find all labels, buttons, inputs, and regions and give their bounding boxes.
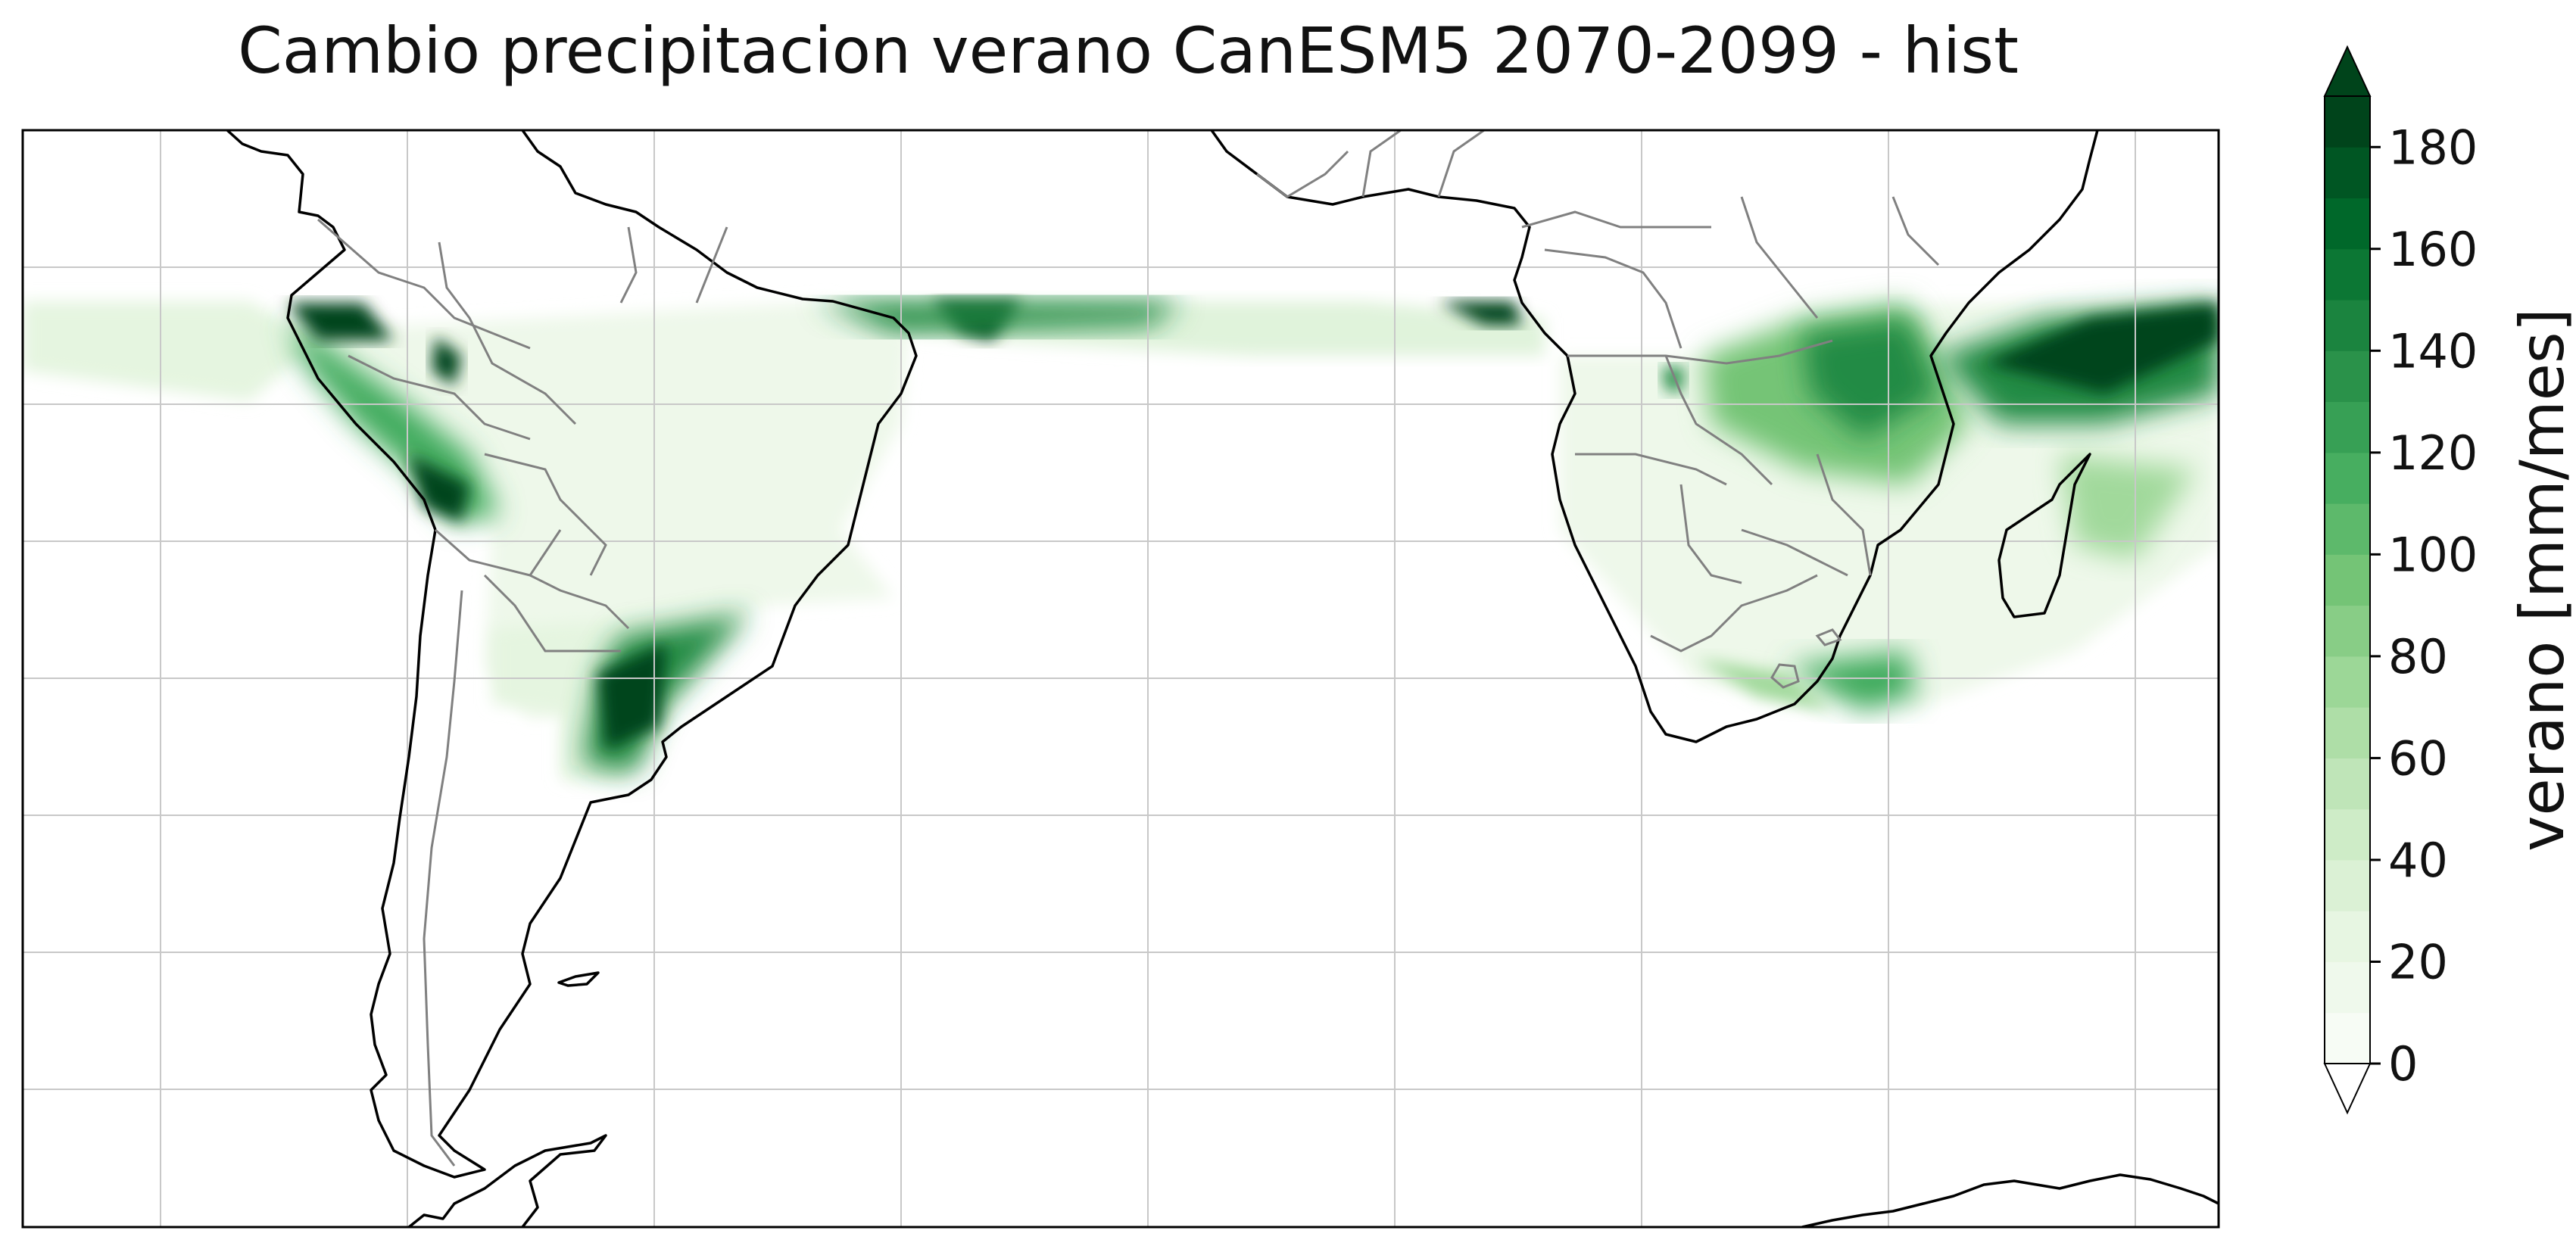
colorbar-band (2325, 300, 2370, 351)
colorbar-band (2325, 656, 2370, 708)
field-east-africa-core (1802, 318, 1938, 439)
colorbar-band (2325, 859, 2370, 911)
colorbar-band (2325, 554, 2370, 606)
map-gridlines (23, 130, 2219, 1227)
field-south-america-north (273, 301, 909, 719)
field-gulf-guinea (1439, 301, 1522, 326)
colorbar-label: verano [mm/mes] (2507, 308, 2576, 852)
coastline-madagascar (1997, 453, 2091, 618)
field-andes (288, 318, 500, 522)
colorbar-band (2325, 198, 2370, 250)
colorbar-band (2325, 961, 2370, 1014)
map-frame (21, 129, 2220, 1229)
colorbar-extend-max (2323, 45, 2372, 97)
colorbar-band (2325, 96, 2370, 148)
map-title: Cambio precipitacion verano CanESM5 2070… (238, 14, 2019, 88)
colorbar-tick-label: 180 (2388, 120, 2478, 175)
field-pacific-strip (23, 301, 318, 401)
field-south-africa-coast (1696, 659, 1832, 712)
colorbar-extend-min (2323, 1063, 2372, 1115)
colorbar-band (2325, 452, 2370, 504)
field-indian-ocean-max (1984, 303, 2219, 394)
colorbar-band (2325, 707, 2370, 759)
colorbar-outline (2324, 95, 2371, 1064)
colorbar-tick-label: 0 (2388, 1036, 2418, 1092)
field-colombia (288, 303, 394, 341)
colorbar-tick-label: 160 (2388, 222, 2478, 277)
colorbar-band (2325, 401, 2370, 453)
colorbar-band (2325, 808, 2370, 861)
field-amazon-west (432, 337, 462, 386)
coastlines (226, 130, 2219, 1227)
field-south-africa-east (1787, 651, 1916, 712)
colorbar-tick-label: 140 (2388, 323, 2478, 378)
coastline-africa (1210, 130, 2099, 743)
coastline-falklands (557, 971, 600, 987)
coastline-south-america (226, 130, 918, 1179)
colorbar-tick-label: 100 (2388, 527, 2478, 582)
colorbar-band (2325, 758, 2370, 810)
country-borders (317, 130, 1940, 1167)
field-la-plata-max (598, 643, 666, 749)
colorbar-tick-label: 20 (2388, 934, 2448, 989)
colorbar-band (2325, 248, 2370, 301)
colorbar-band (2325, 605, 2370, 657)
colorbar-band (2325, 147, 2370, 199)
colorbar-bands (2325, 96, 2370, 1064)
colorbar-ticks: 0 20 40 60 80 100 120 140 160 180 (2370, 120, 2478, 1092)
field-andes-core (409, 454, 469, 522)
colorbar-tick-label: 40 (2388, 833, 2448, 888)
colorbar-tick-label: 120 (2388, 425, 2478, 481)
colorbar-tick-label: 80 (2388, 629, 2448, 684)
field-guyana (818, 301, 1181, 333)
colorbar-band (2325, 350, 2370, 403)
colorbar-band (2325, 1012, 2370, 1064)
coastline-antarctica-east (1801, 1173, 2219, 1227)
colorbar-band (2325, 911, 2370, 962)
colorbar-tick-label: 60 (2388, 730, 2448, 786)
colorbar-band (2325, 503, 2370, 555)
field-madagascar-east (2060, 454, 2196, 560)
coastline-antarctica (407, 1134, 607, 1227)
